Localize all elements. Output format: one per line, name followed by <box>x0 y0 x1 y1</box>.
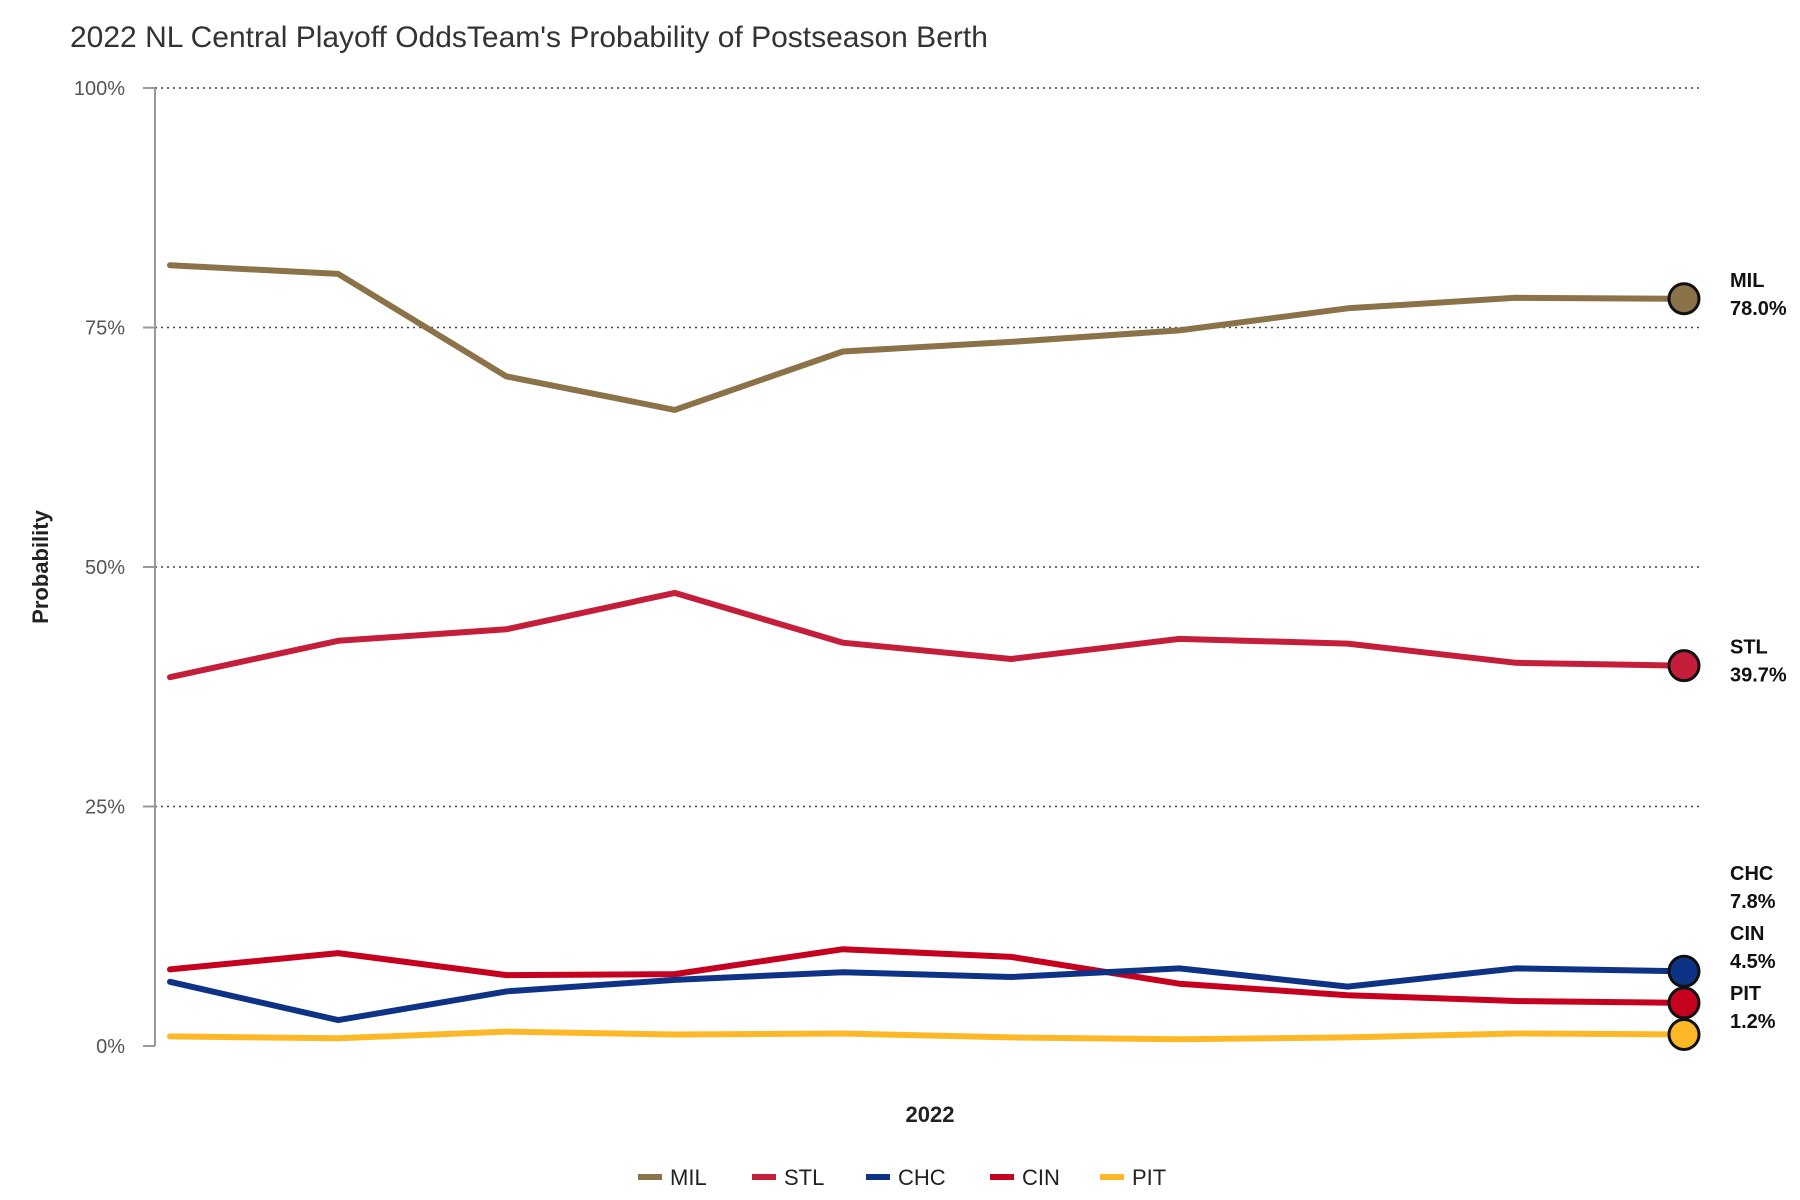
chart-title: 2022 NL Central Playoff OddsTeam's Proba… <box>70 21 988 54</box>
end-value-mil: 78.0% <box>1730 298 1787 320</box>
legend-label-cin: CIN <box>1022 1165 1060 1190</box>
y-axis-label: Probability <box>28 509 53 623</box>
legend: MIL STL CHC CIN PIT <box>638 1165 1166 1190</box>
end-marker-cin <box>1667 986 1701 1020</box>
end-value-pit: 1.2% <box>1730 1011 1776 1033</box>
end-value-cin: 4.5% <box>1730 951 1776 973</box>
end-label-mil: MIL <box>1730 270 1764 292</box>
y-tick-label: 50% <box>85 557 125 579</box>
series-lines <box>167 262 1687 1043</box>
end-label-stl: STL <box>1730 637 1768 659</box>
series-line-mil <box>167 262 1687 413</box>
end-markers <box>1667 282 1701 1052</box>
end-label-chc: CHC <box>1730 863 1773 885</box>
end-marker-mil <box>1667 282 1701 316</box>
series-line-stl <box>167 589 1687 681</box>
grid <box>155 87 1700 808</box>
series-line-cin <box>167 946 1687 1006</box>
y-axis-ticks: 0% 25% 50% 75% 100% <box>74 78 155 1058</box>
legend-label-pit: PIT <box>1132 1165 1166 1190</box>
legend-label-stl: STL <box>784 1165 824 1190</box>
series-line-pit <box>167 1028 1687 1043</box>
end-marker-pit <box>1667 1018 1701 1052</box>
end-value-chc: 7.8% <box>1730 891 1776 913</box>
y-tick-label: 25% <box>85 797 125 819</box>
y-tick-label: 0% <box>96 1036 125 1058</box>
x-axis-label: 2022 <box>906 1102 955 1127</box>
end-marker-stl <box>1667 649 1701 683</box>
y-tick-label: 100% <box>74 78 125 100</box>
end-value-stl: 39.7% <box>1730 665 1787 687</box>
end-marker-chc <box>1667 954 1701 988</box>
end-label-pit: PIT <box>1730 983 1761 1005</box>
end-label-cin: CIN <box>1730 923 1764 945</box>
legend-label-mil: MIL <box>670 1165 707 1190</box>
y-tick-label: 75% <box>85 318 125 340</box>
end-labels: MIL 78.0% STL 39.7% CHC 7.8% CIN 4.5% PIT 1.2% <box>1730 270 1787 1033</box>
legend-label-chc: CHC <box>898 1165 946 1190</box>
series-line-chc <box>167 965 1687 1024</box>
